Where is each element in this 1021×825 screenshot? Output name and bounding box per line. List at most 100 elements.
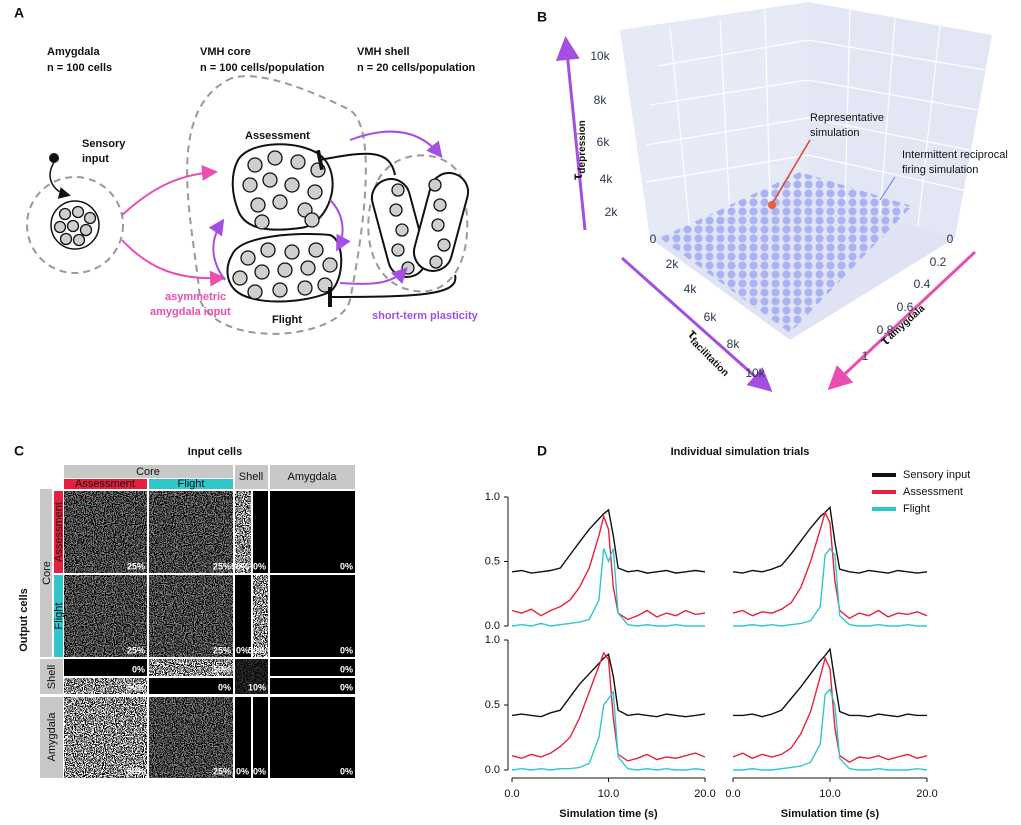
matrix-cell — [270, 697, 355, 778]
cell-label: 0% — [218, 682, 231, 692]
cell — [79, 223, 93, 237]
y-tick-label: 0.5 — [485, 555, 500, 567]
trace — [511, 548, 705, 627]
cell — [300, 260, 316, 276]
trace — [511, 690, 706, 771]
cell — [429, 255, 443, 269]
cell — [308, 242, 324, 258]
tick-label: 2k — [666, 257, 680, 271]
legend-label: Flight — [903, 503, 930, 515]
input-dot — [49, 153, 59, 163]
cell-label: 0% — [340, 645, 353, 655]
panel-a: A Amygdala n = 100 cells VMH core n = 10… — [14, 5, 479, 335]
label: Sensory — [82, 138, 126, 150]
connectivity — [149, 575, 233, 657]
header — [40, 659, 63, 694]
cell — [267, 150, 283, 166]
cell — [66, 219, 80, 233]
header-label: Flight — [178, 478, 205, 490]
y-tick-label: 0.0 — [485, 764, 500, 776]
tick-label: 2k — [605, 205, 619, 219]
arrow — [49, 161, 71, 199]
arrow — [121, 239, 226, 287]
panel-b: B Representative simulation Intermittent… — [537, 2, 1008, 392]
x-axis-title: Simulation time (s) — [781, 808, 880, 820]
header-label: Flight — [53, 603, 65, 630]
cell-label: 25% — [127, 645, 145, 655]
legend-label: Assessment — [903, 486, 963, 498]
connectivity — [64, 491, 147, 573]
y-tick-label: 0.0 — [485, 620, 500, 632]
panel-label: C — [14, 443, 24, 459]
header-label: Core — [41, 561, 53, 585]
connectivity — [64, 575, 147, 657]
label: VMH shell — [357, 46, 410, 58]
label: n = 20 cells/population — [357, 62, 476, 74]
cell — [307, 184, 323, 200]
cell-label: 50% — [248, 645, 266, 655]
cell-label: 50% — [127, 682, 145, 692]
tick-label: 8k — [594, 93, 608, 107]
tick-label: 0.4 — [914, 277, 931, 291]
connectivity — [235, 659, 268, 694]
inhibition — [327, 274, 457, 308]
cell — [242, 177, 258, 193]
axis-title: Output cells — [18, 588, 30, 652]
matrix-cell — [235, 697, 251, 778]
connectivity — [149, 659, 233, 676]
tick-label: 1 — [862, 349, 869, 363]
cell — [250, 197, 266, 213]
header-label: Core — [136, 466, 160, 478]
header-label: Amygdala — [46, 712, 58, 762]
matrix-cell — [270, 491, 355, 573]
axis-arrow — [827, 250, 977, 391]
annotation: simulation — [810, 127, 860, 139]
tick-label: 6k — [597, 135, 611, 149]
trace — [511, 514, 706, 621]
cell — [284, 177, 300, 193]
matrix-cell — [253, 491, 268, 573]
cell — [284, 244, 300, 260]
cell — [297, 280, 313, 296]
matrix-cell — [270, 659, 355, 676]
cell — [431, 218, 445, 232]
cell — [304, 212, 320, 228]
cell — [232, 270, 248, 286]
cell-label: 50% — [127, 766, 145, 776]
x-tick-label: 0.0 — [504, 788, 519, 800]
cell — [59, 232, 73, 246]
axis-arrow — [621, 256, 773, 392]
trace — [733, 647, 927, 718]
label: n = 100 cells/population — [200, 62, 325, 74]
arrow — [349, 130, 443, 159]
axis-arrow — [555, 36, 587, 231]
cell — [58, 207, 72, 221]
header — [40, 489, 52, 657]
header — [270, 465, 355, 489]
header-label: Assessment — [75, 478, 135, 490]
x-tick-label: 20.0 — [916, 788, 937, 800]
cell-label: 0% — [340, 561, 353, 571]
arrow — [329, 199, 351, 252]
cell — [72, 233, 86, 247]
label: input — [82, 153, 109, 165]
arrow — [121, 164, 218, 216]
cell-label: 0% — [236, 645, 249, 655]
connectivity — [253, 575, 268, 657]
tick-label: 10k — [745, 366, 765, 380]
label: asymmetric — [165, 291, 226, 303]
header-label: Assessment — [53, 502, 65, 562]
cell — [247, 284, 263, 300]
inhibition — [316, 149, 396, 176]
cell-label: 10% — [248, 682, 266, 692]
cell — [53, 220, 67, 234]
tick-label: 6k — [704, 310, 718, 324]
simulation-points — [660, 172, 912, 333]
panel-c: C Input cells Output cells Core Assessme… — [14, 443, 355, 778]
label: n = 100 cells — [47, 62, 112, 74]
cell-label: 0% — [340, 664, 353, 674]
label: Assessment — [245, 130, 310, 142]
connectivity — [149, 491, 233, 573]
